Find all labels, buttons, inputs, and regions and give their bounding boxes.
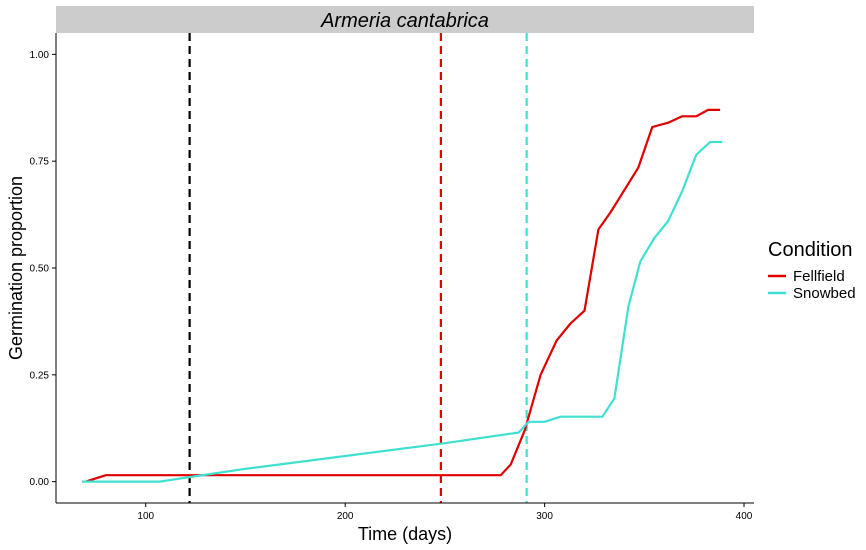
legend-label-snowbed: Snowbed	[793, 285, 856, 302]
y-tick-label: 0.75	[30, 157, 50, 168]
facet-strip	[56, 6, 754, 33]
legend-label-fellfield: Fellfield	[793, 268, 845, 285]
series-lines	[81, 108, 723, 483]
x-tick-label: 400	[736, 511, 753, 522]
facet-title: Armeria cantabrica	[320, 10, 489, 32]
x-axis-title: Time (days)	[358, 524, 452, 544]
x-tick-label: 200	[337, 511, 354, 522]
series-line-snowbed	[81, 140, 723, 483]
x-tick-label: 100	[137, 511, 154, 522]
y-tick-label: 0.25	[30, 370, 50, 381]
legend-title: Condition	[768, 239, 853, 261]
reference-lines	[188, 33, 528, 503]
x-axis-ticks: 100 200 300 400	[137, 503, 753, 522]
x-tick-label: 300	[536, 511, 553, 522]
y-axis-ticks: 0.00 0.25 0.50 0.75 1.00	[30, 50, 56, 488]
y-tick-label: 1.00	[30, 50, 50, 61]
series-line-fellfield	[85, 108, 721, 483]
plot-area	[81, 33, 723, 503]
y-tick-label: 0.50	[30, 264, 50, 275]
y-axis-title: Germination proportion	[6, 176, 26, 360]
y-tick-label: 0.00	[30, 477, 50, 488]
